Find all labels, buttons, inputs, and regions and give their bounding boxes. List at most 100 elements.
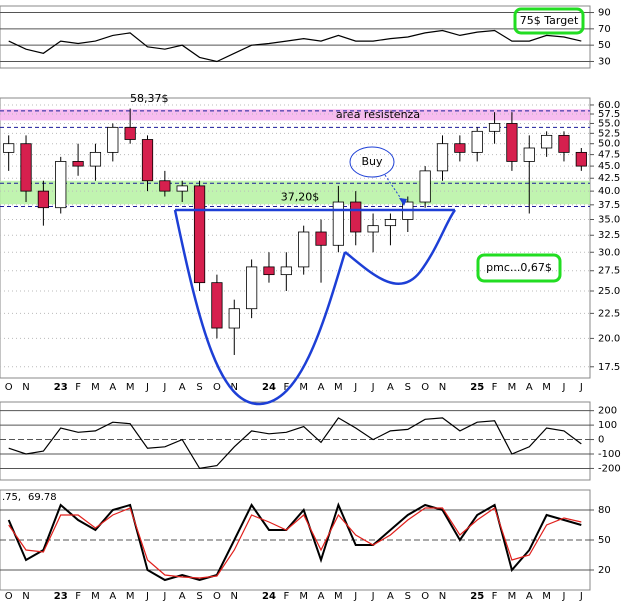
x-tick-label: F [492,382,498,393]
y-tick-label: -200 [598,463,621,474]
candle-body [471,130,483,153]
handle-curve [344,209,457,285]
y-tick-label: 45.0 [598,161,620,172]
candle-body [350,201,362,233]
candle-body [89,151,102,167]
y-tick-label: 50 [598,40,611,51]
panel-frame [0,5,591,69]
y-tick-label: 27.5 [598,266,620,277]
x-tick-label: J [371,382,375,393]
y-tick-label: 60.0 [598,100,620,111]
x-tick-label: A [318,382,325,393]
series-line [8,417,582,470]
candle-body [280,266,292,276]
x-tick-label: M [508,382,517,393]
y-tick-label: 50.0 [598,139,620,150]
candle-body [315,231,327,246]
x-tick-label: F [283,591,289,602]
y-tick-label: 200 [598,406,617,417]
candle-body [506,123,518,162]
x-tick-label: M [542,382,551,393]
candle-body [332,201,344,246]
x-tick-label: J [579,382,583,393]
x-tick-label: O [5,382,13,393]
candle-body [454,143,466,153]
x-tick-label: J [579,591,583,602]
candle-body [575,151,587,167]
x-tick-label: A [179,382,186,393]
candle-body [124,126,136,140]
arrow-head [399,198,407,206]
candle-body [541,134,553,149]
x-tick-label: O [5,591,13,602]
y-tick-label: 50 [598,535,611,546]
y-tick-label: 55.0 [598,118,620,129]
x-tick-label: M [126,382,135,393]
y-tick-label: 52.5 [598,128,620,139]
candle-body [37,190,49,209]
annotation: 75$ Target [520,14,579,27]
candle-body [419,170,431,203]
y-tick-label: 22.5 [598,308,620,319]
x-tick-label: F [283,382,289,393]
x-tick-label: J [162,382,166,393]
x-tick-label: M [334,382,343,393]
candle-body [436,143,449,172]
x-tick-label: S [196,591,202,602]
annotation: pmc...0,67$ [486,261,552,274]
candle-body [228,308,240,329]
x-tick-label: M [299,382,308,393]
target-box [513,7,585,35]
x-tick-label: A [526,382,533,393]
x-tick-label: J [371,591,375,602]
y-tick-label: 57.5 [598,109,620,120]
x-tick-label: A [526,591,533,602]
y-tick-label: 37.5 [598,200,620,211]
candle-body [3,143,15,153]
x-tick-label: M [126,591,135,602]
x-tick-label: J [353,382,357,393]
x-tick-label: M [91,382,100,393]
candle-body [263,266,275,276]
x-tick-label: M [299,591,308,602]
x-tick-label: 25 [470,382,484,393]
y-tick-label: 20.0 [598,333,620,344]
x-tick-label: F [75,591,81,602]
x-tick-label: A [318,591,325,602]
candle-body [176,185,188,192]
y-tick-label: 35.0 [598,214,620,225]
panel-frame [0,401,591,481]
candle-body [211,282,223,329]
x-tick-label: M [91,591,100,602]
y-tick-label: 90 [598,8,611,19]
level-label: 58,37$ [130,92,169,105]
candle-body [298,231,310,268]
candle-body [141,139,154,182]
y-tick-label: 20 [598,565,611,576]
x-tick-label: M [508,591,517,602]
x-tick-label: O [213,382,221,393]
candle-body [246,266,258,310]
x-tick-label: N [231,591,238,602]
x-tick-label: J [162,591,166,602]
x-tick-label: N [439,382,446,393]
y-tick-label: 0 [598,435,604,446]
series-line [7,502,582,582]
level-label: 37,20$ [281,191,320,204]
legend-text: .75, [2,492,21,503]
cup-curve [173,209,347,406]
annotation: Buy [361,155,383,168]
x-tick-label: N [231,382,238,393]
x-tick-label: A [109,382,116,393]
buy-circle [349,146,395,178]
y-tick-label: 80 [598,505,611,516]
x-tick-label: M [542,591,551,602]
series-line [8,507,582,579]
x-tick-label: F [75,382,81,393]
x-tick-label: J [561,382,565,393]
y-tick-label: 40.0 [598,186,620,197]
x-tick-label: S [405,382,411,393]
candle-body [159,180,171,192]
x-tick-label: O [213,591,221,602]
